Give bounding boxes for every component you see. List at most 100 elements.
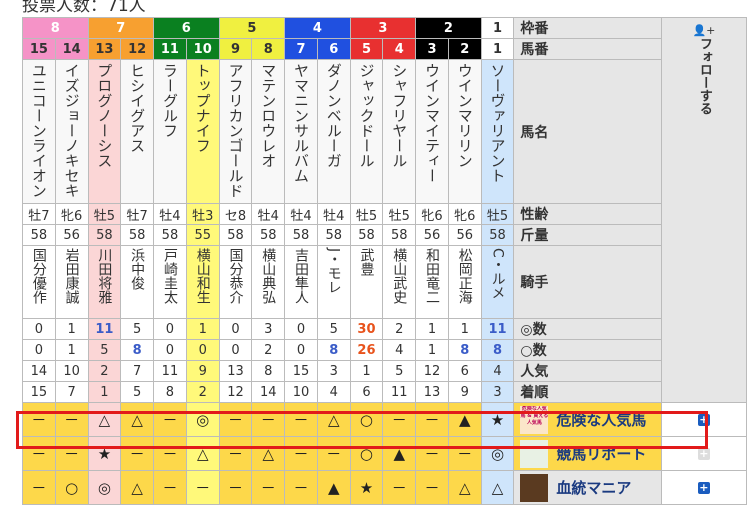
horse-name-cell[interactable]: ソーヴァリアント: [480, 59, 515, 204]
horse-name[interactable]: イズジョーノキセキ: [62, 63, 81, 198]
prediction-mark: －: [153, 402, 187, 437]
pop-cell: 11: [153, 360, 187, 382]
weight-cell: 58: [120, 224, 155, 246]
taikou-cell: 0: [22, 339, 56, 361]
predictor-cell[interactable]: 競馬リポート: [513, 436, 662, 471]
horse-name[interactable]: シャフリヤール: [390, 63, 409, 168]
horse-name-cell[interactable]: シャフリヤール: [382, 59, 417, 204]
horse-name-cell[interactable]: ジャックドール: [349, 59, 384, 204]
honmei-cell: 1: [447, 318, 482, 340]
taikou-cell: 8: [120, 339, 155, 361]
sexage-cell: 牡7: [22, 203, 56, 225]
jockey-name: 横山和生: [194, 248, 211, 304]
jockey-name: 国分恭介: [227, 248, 244, 304]
jockey-cell: 横山和生: [185, 245, 220, 319]
horse-name[interactable]: マテンロウレオ: [259, 63, 278, 168]
frame-cell: 2: [415, 17, 482, 39]
horse-name[interactable]: ダノンベルーガ: [324, 63, 343, 168]
predictor-name[interactable]: 危険な人気馬: [556, 411, 647, 429]
horse-name-cell[interactable]: トップナイフ: [185, 59, 220, 204]
predictor-avatar[interactable]: 危険な人気馬 & 買える人気馬: [520, 405, 549, 434]
prediction-mark: －: [153, 436, 187, 471]
prediction-mark: ★: [480, 402, 515, 437]
horse-name[interactable]: ラーグルフ: [160, 63, 179, 138]
jockey-cell: 横山典弘: [251, 245, 286, 319]
horse-name[interactable]: トップナイフ: [193, 63, 212, 153]
horse-name-cell[interactable]: マテンロウレオ: [251, 59, 286, 204]
horse-name-cell[interactable]: アフリカンゴールド: [218, 59, 253, 204]
weight-cell: 58: [251, 224, 286, 246]
predictor-cell[interactable]: 危険な人気馬 & 買える人気馬 危険な人気馬: [513, 402, 662, 437]
horse-number: 8: [251, 38, 286, 60]
follow-predictor-cell[interactable]: +: [660, 436, 747, 471]
horse-name-cell[interactable]: ラーグルフ: [153, 59, 187, 204]
horse-number: 4: [382, 38, 417, 60]
horse-name[interactable]: ウインマリリン: [455, 63, 474, 168]
horse-name-cell[interactable]: ダノンベルーガ: [316, 59, 351, 204]
horse-name-cell[interactable]: ヒシイグアス: [120, 59, 155, 204]
predictor-avatar[interactable]: [520, 473, 549, 502]
horse-name-cell[interactable]: ユニコーンライオン: [22, 59, 56, 204]
horse-name[interactable]: ウインマイティー: [422, 63, 441, 183]
prediction-mark: ▲: [382, 436, 417, 471]
horse-name[interactable]: ユニコーンライオン: [29, 63, 48, 198]
predictor-avatar[interactable]: [520, 439, 549, 468]
weight-cell: 56: [415, 224, 449, 246]
honmei-cell: 5: [120, 318, 155, 340]
prediction-mark: －: [284, 470, 318, 505]
follow-predictor-cell[interactable]: +: [660, 402, 747, 437]
sexage-cell: 牡5: [382, 203, 417, 225]
horse-name-cell[interactable]: ヤマニンサルバム: [284, 59, 318, 204]
horse-name-cell[interactable]: ウインマリリン: [447, 59, 482, 204]
prediction-mark: －: [382, 470, 417, 505]
predictor-name[interactable]: 競馬リポート: [556, 445, 647, 463]
weight-cell: 58: [87, 224, 122, 246]
prediction-mark: ○: [349, 436, 384, 471]
horse-name[interactable]: ヒシイグアス: [128, 63, 147, 153]
predictor-cell[interactable]: 血統マニア: [513, 470, 662, 505]
prediction-mark: －: [54, 436, 89, 471]
prediction-mark: ○: [349, 402, 384, 437]
sexage-cell: 牡5: [480, 203, 515, 225]
horse-name[interactable]: アフリカンゴールド: [226, 63, 245, 198]
prediction-mark: －: [447, 436, 482, 471]
plus-icon[interactable]: +: [697, 481, 710, 494]
plus-icon[interactable]: +: [697, 447, 710, 460]
honmei-cell: 30: [349, 318, 384, 340]
pop-cell: 3: [316, 360, 351, 382]
horse-number: 6: [316, 38, 351, 60]
horse-name[interactable]: プログノーシス: [95, 63, 114, 168]
taikou-cell: 1: [54, 339, 89, 361]
jockey-cell: 浜中俊: [120, 245, 155, 319]
horse-name-cell[interactable]: ウインマイティー: [415, 59, 449, 204]
follow-predictor-cell[interactable]: +: [660, 470, 747, 505]
horse-name-cell[interactable]: プログノーシス: [87, 59, 122, 204]
prediction-mark: △: [447, 470, 482, 505]
prediction-mark: －: [284, 402, 318, 437]
entry-table: 8 7 6 5 4 3 2 1 枠番 👤+ フォローする 15 14 13 12 11 10 9 8 7 6 5 4 3 2 1 馬…: [22, 17, 747, 505]
horse-name[interactable]: ソーヴァリアント: [488, 63, 507, 183]
plus-icon[interactable]: +: [697, 413, 710, 426]
pop-cell: 14: [22, 360, 56, 382]
taikou-cell: 0: [218, 339, 253, 361]
sexage-cell: 牡4: [153, 203, 187, 225]
jockey-cell: C・ルメ: [480, 245, 515, 319]
horse-name-cell[interactable]: イズジョーノキセキ: [54, 59, 89, 204]
follow-column[interactable]: 👤+ フォローする: [660, 17, 747, 403]
prediction-mark: ◎: [480, 436, 515, 471]
honmei-cell: 3: [251, 318, 286, 340]
frame-cell: 3: [349, 17, 417, 39]
pop-cell: 7: [120, 360, 155, 382]
finish-cell: 12: [218, 381, 253, 403]
prediction-mark: －: [415, 470, 449, 505]
predictor-name[interactable]: 血統マニア: [556, 479, 632, 497]
horse-name[interactable]: ジャックドール: [357, 63, 376, 168]
label-name: 馬名: [513, 59, 662, 204]
prediction-mark: －: [22, 436, 56, 471]
horse-name[interactable]: ヤマニンサルバム: [291, 63, 310, 183]
sexage-cell: 牝6: [415, 203, 449, 225]
prediction-mark: －: [218, 436, 253, 471]
honmei-cell: 0: [153, 318, 187, 340]
weight-cell: 58: [382, 224, 417, 246]
finish-cell: 13: [415, 381, 449, 403]
